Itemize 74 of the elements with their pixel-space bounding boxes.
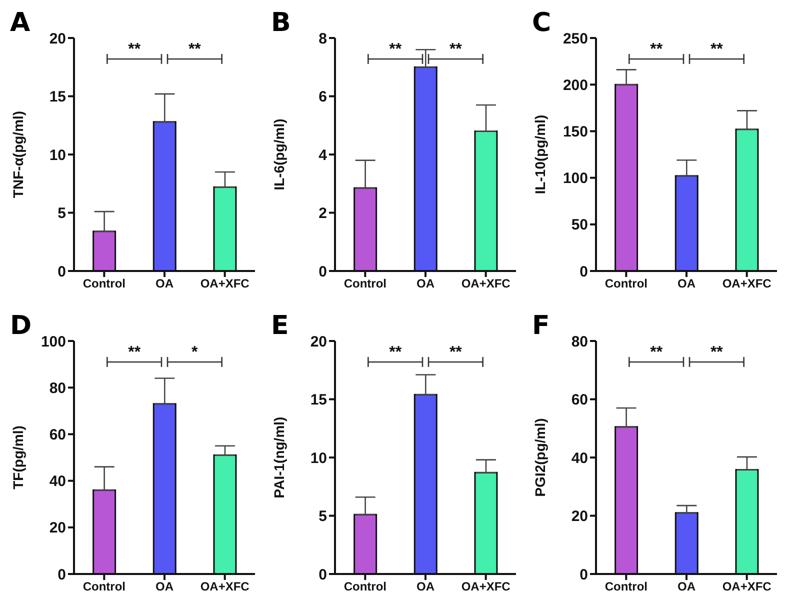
x-tick-label: OA+XFC [722,276,772,291]
y-tick-label: 150 [562,124,588,141]
y-tick-label: 100 [40,333,66,350]
y-tick-label: 40 [49,473,66,490]
x-tick-label: Control [82,276,126,291]
y-tick-label: 0 [318,566,327,584]
y-axis-title: IL-10(pg/ml) [532,114,548,194]
y-tick-label: 20 [49,30,66,48]
annotation: ** [128,40,142,58]
chart-title: C [532,8,552,38]
y-tick-label: 20 [571,508,588,526]
chart-title: F [532,311,550,341]
y-tick-label: 10 [310,450,327,467]
x-tick-label: Control [604,580,648,594]
x-tick-label: Control [82,580,126,594]
y-tick-label: 15 [310,392,327,409]
y-tick-label: 2 [318,205,327,222]
y-tick-label: 4 [318,146,328,164]
y-tick-label: 5 [318,508,327,526]
y-tick-label: 40 [571,450,588,467]
annotation: ** [389,40,402,58]
y-axis-title: PGI2(pg/ml) [532,418,548,497]
y-tick-label: 50 [571,216,588,234]
annotation: ** [389,344,402,361]
chart-title: B [271,8,291,38]
x-tick-label: Control [344,580,386,594]
x-tick-label: OA+XFC [200,580,250,594]
x-tick-label: OA [416,276,435,291]
annotation: ** [710,344,724,361]
y-tick-label: 0 [58,263,66,280]
x-tick-label: OA+XFC [722,580,772,594]
x-tick-label: OA+XFC [461,276,511,291]
y-axis-title: IL-6(pg/ml) [270,118,287,190]
y-tick-label: 200 [562,76,588,94]
annotation: ** [710,40,724,58]
chart-title: A [10,8,30,38]
annotation: ** [650,344,664,361]
y-tick-label: 20 [49,520,66,537]
annotation: ** [449,40,463,58]
x-tick-label: OA [156,276,174,291]
y-tick-label: 250 [562,30,588,48]
y-tick-label: 0 [58,566,66,584]
y-tick-label: 80 [49,380,66,397]
y-tick-label: 60 [49,426,66,444]
y-tick-label: 100 [562,170,588,188]
annotation: * [192,344,199,361]
x-tick-label: OA [678,580,696,594]
annotation: ** [188,40,202,58]
y-tick-label: 0 [580,263,588,280]
y-tick-label: 80 [571,333,588,350]
x-tick-label: OA+XFC [200,276,250,291]
y-tick-label: 0 [318,263,327,280]
y-tick-label: 0 [580,566,588,584]
x-tick-label: Control [344,276,386,291]
y-axis-title: TF(pg/ml) [10,426,26,490]
chart-title: D [10,311,32,341]
y-tick-label: 20 [310,333,327,350]
chart-title: E [271,311,289,341]
x-tick-label: OA [416,580,435,594]
annotation: ** [128,344,142,361]
x-tick-label: OA [156,580,174,594]
y-tick-label: 6 [318,88,327,106]
annotation: ** [449,344,463,361]
x-tick-label: OA+XFC [461,580,511,594]
y-axis-title: PAI-1(ng/ml) [270,416,287,498]
y-tick-label: 5 [58,205,66,222]
y-tick-label: 8 [318,30,327,48]
y-tick-label: 60 [571,392,588,409]
x-tick-label: OA [678,276,696,291]
y-tick-label: 15 [49,88,66,106]
x-tick-label: Control [604,276,648,291]
annotation: ** [650,40,664,58]
y-tick-label: 10 [49,146,66,164]
y-axis-title: TNF-α(pg/ml) [10,110,26,198]
